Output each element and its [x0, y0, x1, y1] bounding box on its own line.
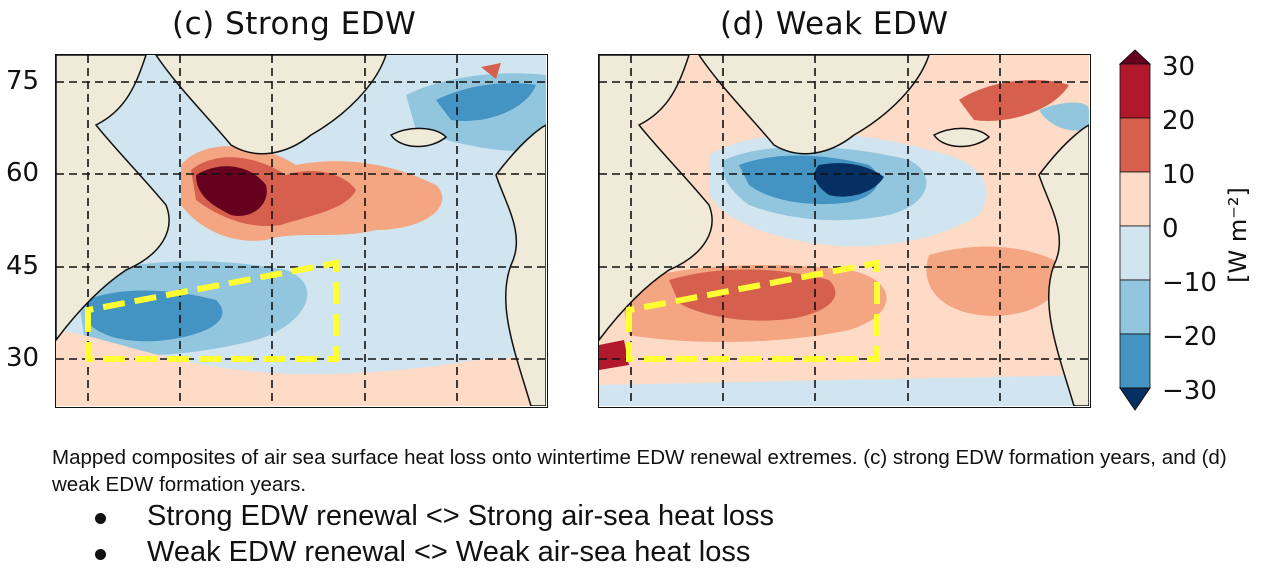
anomaly-coast-positive [599, 340, 629, 370]
land-greenland [155, 55, 387, 155]
bullet-text: Weak EDW renewal <> Weak air-sea heat lo… [147, 536, 751, 568]
colorbar-tick-neg20: −20 [1162, 322, 1217, 352]
lat-tick-60: 60 [6, 158, 40, 188]
bullet-dot [95, 513, 106, 524]
colorbar-band-20-30 [1119, 63, 1151, 119]
anomaly-nordic-negative [1039, 102, 1089, 131]
edw-box [85, 259, 339, 362]
colorbar-tick-neg30: −30 [1162, 376, 1217, 406]
edw-box [626, 259, 880, 362]
colorbar [1118, 49, 1152, 411]
anomaly-positive-30 [196, 166, 267, 216]
anomaly-southern-negative [599, 375, 1089, 406]
colorbar-tick-10: 10 [1162, 160, 1196, 190]
colorbar-tick-0: 0 [1162, 214, 1179, 244]
colorbar-tick-neg10: −10 [1162, 268, 1217, 298]
anomaly-nordic-negative-strong [436, 83, 536, 121]
lat-tick-30: 30 [6, 343, 40, 373]
anomaly-band-positive-20 [669, 269, 836, 321]
anomaly-nordic-positive [959, 80, 1069, 121]
colorbar-top-arrow [1118, 49, 1152, 65]
anomaly-nordic-positive [481, 63, 501, 79]
panel-title-strong: (c) Strong EDW [172, 6, 417, 42]
map-strong-edw [55, 54, 548, 408]
anomaly-negative-strong [814, 163, 884, 197]
land-europe-africa [495, 124, 546, 406]
map-strong-svg [56, 55, 546, 406]
land-north-america [56, 55, 170, 342]
colorbar-bottom-arrow [1119, 387, 1151, 411]
panel-title-weak: (d) Weak EDW [720, 6, 949, 42]
figure-caption: Mapped composites of air sea surface hea… [52, 446, 1227, 496]
anomaly-east-positive [926, 246, 1069, 316]
colorbar-band-neg30-neg20 [1119, 333, 1151, 389]
anomaly-southern-positive [56, 330, 546, 406]
land-iceland [389, 127, 448, 148]
land-north-america [599, 55, 713, 342]
map-weak-svg [599, 55, 1089, 406]
colorbar-band-0-10 [1119, 171, 1151, 227]
colorbar-band-10-20 [1119, 117, 1151, 173]
lat-tick-75: 75 [6, 66, 40, 96]
colorbar-tick-20: 20 [1162, 106, 1196, 136]
bullet-text: Strong EDW renewal <> Strong air-sea hea… [147, 500, 775, 532]
colorbar-label: [W m⁻²] [1224, 187, 1252, 283]
colorbar-band-neg20-neg10 [1119, 279, 1151, 335]
land-greenland [698, 55, 930, 155]
land-europe-africa [1038, 124, 1089, 406]
colorbar-tick-30: 30 [1162, 52, 1196, 82]
land-iceland [932, 127, 991, 148]
map-weak-edw [598, 54, 1091, 408]
bullet-dot [95, 549, 106, 560]
bullet-list: Strong EDW renewal <> Strong air-sea hea… [95, 500, 774, 572]
lat-tick-45: 45 [6, 251, 40, 281]
colorbar-band-neg10-0 [1119, 225, 1151, 281]
bullet-item: Weak EDW renewal <> Weak air-sea heat lo… [95, 536, 774, 572]
bullet-item: Strong EDW renewal <> Strong air-sea hea… [95, 500, 774, 536]
